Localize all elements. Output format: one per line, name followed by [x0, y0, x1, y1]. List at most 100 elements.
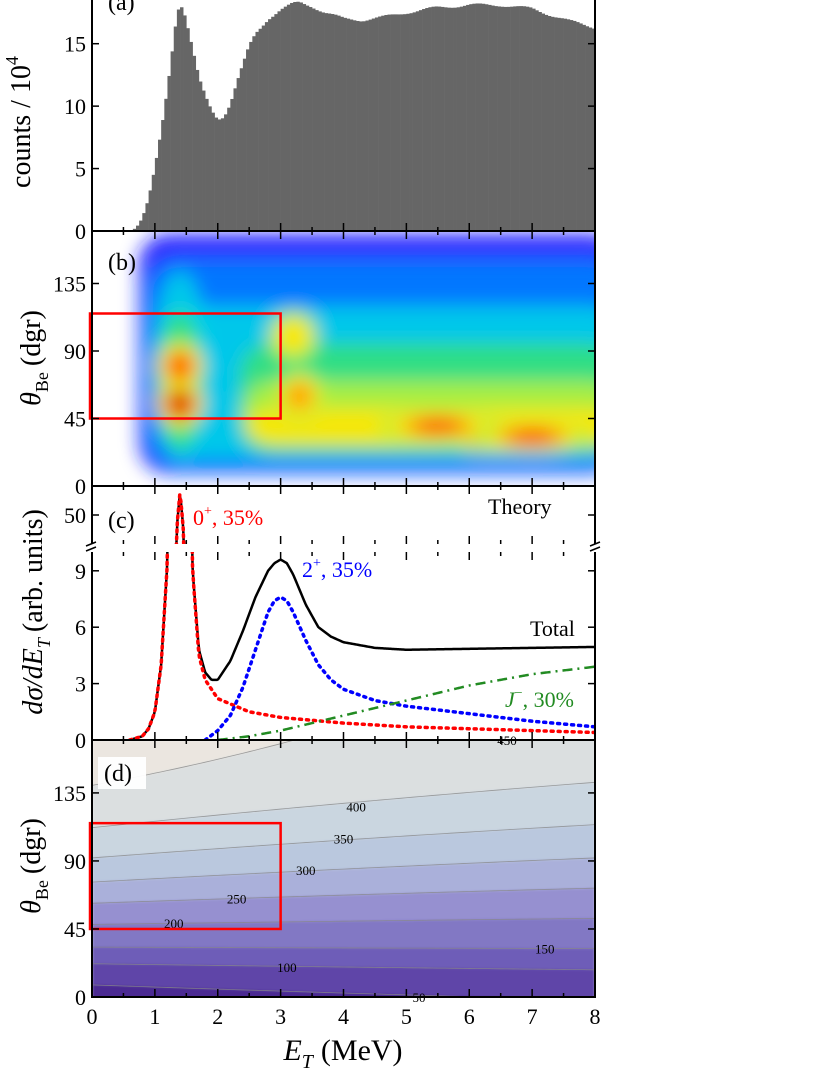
histogram-bar [139, 220, 143, 231]
histogram-bar [497, 6, 501, 231]
histogram-bar [308, 7, 313, 231]
y-tick-label: 6 [75, 615, 86, 640]
histogram-bar [318, 11, 322, 231]
histogram-bar [236, 78, 241, 231]
histogram-bar [528, 7, 533, 231]
histogram-bar [525, 6, 530, 231]
histogram-bar [576, 22, 580, 231]
histogram-bar [217, 119, 222, 231]
histogram-bar [431, 6, 435, 231]
y-tick-label: 90 [64, 339, 86, 364]
panel-c-label: (c) [108, 508, 135, 534]
contour-line [92, 946, 595, 950]
histogram-bar [522, 6, 527, 231]
x-tick-label: 2 [212, 1004, 223, 1029]
histogram-bar [136, 225, 140, 231]
x-tick-label: 5 [401, 1004, 412, 1029]
contour-label: 300 [296, 863, 316, 878]
y-tick-label: 5 [75, 157, 86, 182]
histogram-bar [164, 98, 168, 231]
panel-b-gate-box [88, 312, 282, 420]
contour-band [92, 963, 595, 997]
histogram-bar [510, 6, 514, 231]
histogram-bar [396, 14, 401, 231]
histogram-bar [154, 157, 159, 231]
histogram-bar [403, 14, 407, 231]
histogram-bar [249, 41, 253, 231]
histogram-bar [189, 41, 193, 231]
y-tick-label: 15 [64, 32, 86, 57]
histogram-bar [506, 6, 511, 231]
histogram-bar [579, 23, 583, 231]
histogram-bar [349, 19, 354, 231]
histogram-bar [302, 4, 307, 231]
histogram-bar [503, 6, 508, 231]
histogram-bar [538, 12, 542, 231]
histogram-bar [359, 21, 363, 231]
x-tick-label: 3 [275, 1004, 286, 1029]
heatmap-hotspot [169, 355, 191, 377]
histogram-bar [368, 19, 373, 231]
histogram-bar [202, 90, 206, 231]
histogram-bar [242, 58, 247, 231]
curve-solid [129, 552, 595, 740]
histogram-bar [469, 4, 473, 231]
histogram-bar [513, 6, 517, 231]
contour-label: 200 [164, 916, 184, 931]
histogram-bar [220, 118, 225, 231]
y-tick-label: 45 [64, 917, 86, 942]
histogram-bar [585, 26, 590, 231]
histogram-bar [444, 7, 448, 231]
histogram-bar [422, 9, 426, 231]
y-tick-label: 3 [75, 672, 86, 697]
histogram-bar [330, 14, 335, 231]
histogram-bar [145, 203, 149, 231]
x-tick-label: 0 [87, 1004, 98, 1029]
histogram-bar [572, 20, 577, 231]
histogram-bar [148, 190, 153, 231]
histogram-bar [211, 112, 215, 231]
histogram-bar [161, 120, 165, 231]
histogram-bar [315, 10, 319, 231]
histogram-bar [550, 16, 555, 231]
histogram-bar [591, 28, 595, 231]
heatmap-hotspot [286, 383, 313, 409]
histogram-bar [246, 49, 250, 231]
y-tick-label: 0 [75, 728, 86, 753]
y-tick-label: 0 [75, 219, 86, 244]
histogram-bar [233, 88, 237, 231]
histogram-bar [293, 1, 297, 231]
histogram-bar [462, 5, 467, 231]
histogram-bar [192, 55, 197, 231]
histogram-bar [239, 68, 244, 231]
histogram-bar [566, 19, 571, 231]
histogram-bar [264, 22, 269, 231]
x-tick-label: 4 [338, 1004, 349, 1029]
panel-d-ylabel: θBe(dgr) [16, 818, 52, 914]
label-0plus: 0+, 35% [193, 504, 263, 530]
histogram-bar [393, 14, 398, 231]
histogram-bar [277, 11, 281, 231]
x-tick-label: 6 [464, 1004, 475, 1029]
panel-d-label: (d) [104, 761, 132, 787]
histogram-bar [132, 228, 137, 231]
y-tick-label: 135 [53, 781, 86, 806]
histogram-bar [387, 14, 391, 231]
label-total: Total [530, 616, 575, 641]
histogram-bar [280, 8, 285, 231]
histogram-bar [450, 7, 454, 231]
histogram-bar [390, 14, 395, 231]
histogram-bar [472, 3, 476, 231]
histogram-bar [466, 4, 470, 231]
histogram-bar [378, 16, 382, 231]
histogram-bar [365, 20, 369, 231]
histogram-bar [195, 69, 200, 231]
histogram-bar [205, 98, 209, 231]
histogram-bar [560, 18, 564, 231]
y-tick-label: 0 [75, 985, 86, 1010]
panel-a-ylabel: counts / 104 [2, 56, 37, 188]
histogram-bar [299, 2, 303, 231]
histogram-bar [557, 17, 561, 231]
